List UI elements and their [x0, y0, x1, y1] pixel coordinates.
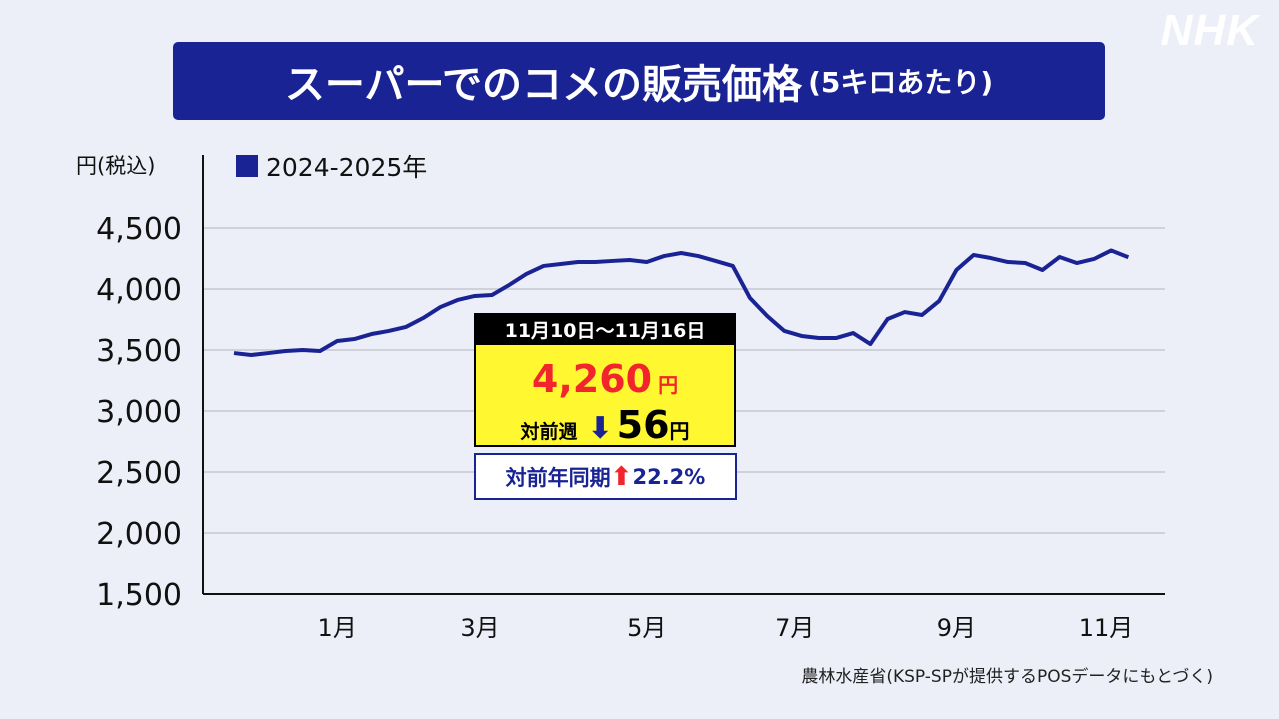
legend-swatch: [236, 155, 258, 177]
y-tick-label: 4,500: [96, 212, 182, 247]
x-tick-label: 9月: [937, 614, 976, 642]
price-value: 4,260: [531, 357, 653, 401]
chart-title: スーパーでのコメの販売価格 (5キロあたり): [173, 42, 1105, 120]
year-change-value: 22.2%: [632, 464, 706, 489]
y-tick-label: 3,500: [96, 334, 182, 369]
source-note: 農林水産省(KSP-SPが提供するPOSデータにもとづく): [801, 667, 1213, 687]
year-change: 対前年同期 ⬆ 22.2%: [474, 453, 737, 500]
callout-price-box: 4,260 円 対前週 ⬇ 56円: [474, 345, 736, 447]
nhk-logo: NHK: [1160, 6, 1259, 55]
y-tick-label: 2,000: [96, 517, 182, 552]
week-change: 対前週 ⬇ 56円: [476, 403, 734, 447]
arrow-down-icon: ⬇: [587, 411, 613, 446]
week-change-label: 対前週: [520, 421, 578, 443]
x-tick-label: 1月: [318, 614, 357, 642]
callout-price: 4,260 円: [476, 357, 734, 401]
legend: 2024-2025年: [236, 148, 427, 184]
arrow-up-icon: ⬆: [610, 461, 633, 492]
week-change-value: 56: [616, 403, 670, 447]
week-change-unit: 円: [669, 419, 690, 443]
title-sub: (5キロあたり): [808, 66, 994, 99]
x-tick-label: 7月: [775, 614, 814, 642]
price-unit: 円: [658, 373, 679, 397]
y-axis-label: 円(税込): [76, 154, 156, 178]
callout-period: 11月10日～11月16日: [474, 313, 736, 345]
y-tick-label: 1,500: [96, 578, 182, 613]
year-change-label: 対前年同期: [505, 465, 611, 490]
x-tick-label: 11月: [1079, 614, 1134, 642]
title-main: スーパーでのコメの販売価格: [284, 62, 803, 108]
y-tick-label: 4,000: [96, 273, 182, 308]
y-tick-label: 3,000: [96, 395, 182, 430]
legend-label: 2024-2025年: [266, 153, 428, 182]
x-tick-label: 5月: [627, 614, 666, 642]
x-tick-label: 3月: [460, 614, 499, 642]
y-tick-label: 2,500: [96, 456, 182, 491]
